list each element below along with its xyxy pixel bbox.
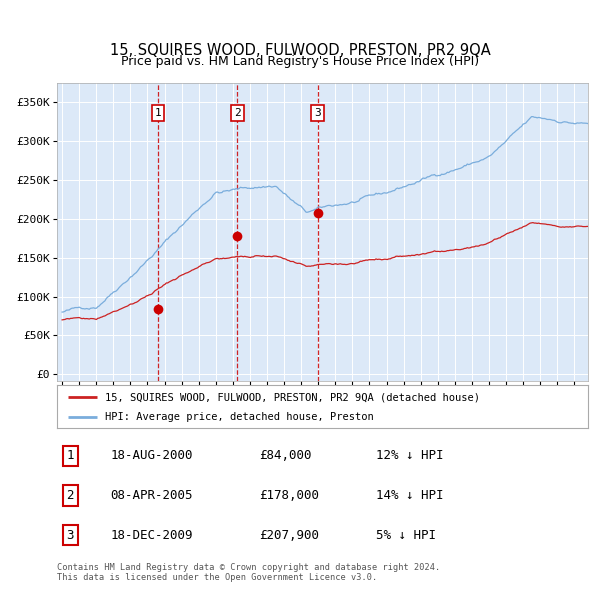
- Text: 08-APR-2005: 08-APR-2005: [110, 489, 193, 502]
- Text: 15, SQUIRES WOOD, FULWOOD, PRESTON, PR2 9QA (detached house): 15, SQUIRES WOOD, FULWOOD, PRESTON, PR2 …: [105, 392, 480, 402]
- Text: £207,900: £207,900: [259, 529, 319, 542]
- Text: Price paid vs. HM Land Registry's House Price Index (HPI): Price paid vs. HM Land Registry's House …: [121, 55, 479, 68]
- Text: 1: 1: [155, 108, 161, 118]
- Text: 2: 2: [234, 108, 241, 118]
- Text: This data is licensed under the Open Government Licence v3.0.: This data is licensed under the Open Gov…: [57, 572, 377, 582]
- Text: 1: 1: [67, 450, 74, 463]
- Text: 18-DEC-2009: 18-DEC-2009: [110, 529, 193, 542]
- Text: Contains HM Land Registry data © Crown copyright and database right 2024.: Contains HM Land Registry data © Crown c…: [57, 563, 440, 572]
- Text: 15, SQUIRES WOOD, FULWOOD, PRESTON, PR2 9QA: 15, SQUIRES WOOD, FULWOOD, PRESTON, PR2 …: [110, 42, 490, 58]
- Text: 5% ↓ HPI: 5% ↓ HPI: [376, 529, 436, 542]
- Text: £178,000: £178,000: [259, 489, 319, 502]
- Text: HPI: Average price, detached house, Preston: HPI: Average price, detached house, Pres…: [105, 412, 374, 422]
- Text: 3: 3: [67, 529, 74, 542]
- Text: 14% ↓ HPI: 14% ↓ HPI: [376, 489, 443, 502]
- Text: £84,000: £84,000: [259, 450, 311, 463]
- Text: 3: 3: [314, 108, 321, 118]
- Text: 18-AUG-2000: 18-AUG-2000: [110, 450, 193, 463]
- Text: 2: 2: [67, 489, 74, 502]
- Text: 12% ↓ HPI: 12% ↓ HPI: [376, 450, 443, 463]
